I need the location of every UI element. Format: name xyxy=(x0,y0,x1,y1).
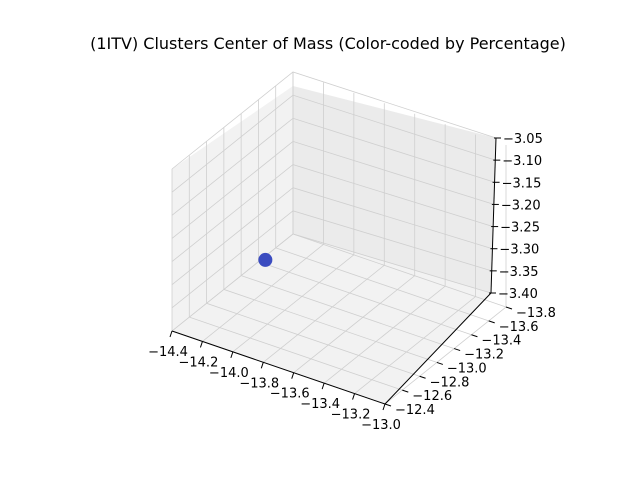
y-tick-mark xyxy=(402,389,409,393)
x-tick-label: −14.2 xyxy=(179,355,219,370)
y-tick-mark xyxy=(453,348,461,352)
y-grid-line xyxy=(240,113,455,349)
x-grid-line xyxy=(232,92,355,353)
x-tick-mark xyxy=(382,403,386,411)
pane-left xyxy=(172,86,293,331)
y-tick-mark xyxy=(436,361,444,365)
x-grid-line xyxy=(293,113,416,374)
pane-floor xyxy=(172,234,491,404)
z-tick-label: −3.30 xyxy=(499,243,539,258)
axes-3d: −14.4 −13.8 −3.40 −14.2 −13.6 −3.35 −14.0 −13.4… xyxy=(148,71,556,433)
y-grid-line xyxy=(223,127,437,363)
scatter-point xyxy=(258,252,273,267)
scatter-points xyxy=(258,252,273,267)
x-tick-mark xyxy=(291,372,295,379)
z-grid-line xyxy=(171,71,497,170)
z-tick-label: −3.15 xyxy=(502,176,542,191)
y-tick-label: −13.8 xyxy=(516,306,556,321)
x-tick-mark xyxy=(169,330,173,338)
x-grid-line xyxy=(323,124,446,384)
y-tick-label: −13.4 xyxy=(481,334,521,349)
z-tick-label: −3.25 xyxy=(500,221,540,236)
x-grid-line xyxy=(354,134,476,394)
x-tick-mark xyxy=(321,382,325,390)
y-tick-label: −13.0 xyxy=(447,361,487,376)
y-grid-line xyxy=(258,99,472,336)
x-tick-mark xyxy=(352,393,356,400)
y-grid-line xyxy=(275,85,489,322)
x-grid-line xyxy=(263,103,385,363)
z-grid-line xyxy=(171,187,493,286)
x-tick-mark xyxy=(260,362,264,369)
y-tick-mark xyxy=(488,320,495,324)
y-axis-line xyxy=(384,292,492,405)
y-tick-mark xyxy=(419,375,426,379)
y-tick-label: −12.8 xyxy=(430,375,470,390)
y-tick-mark xyxy=(505,306,513,310)
y-tick-mark xyxy=(471,334,478,338)
z-tick-label: −3.05 xyxy=(503,132,543,147)
z-grid-line xyxy=(171,117,495,216)
z-grid-line xyxy=(171,233,492,332)
x-tick-label: −13.6 xyxy=(270,387,310,402)
y-tick-label: −12.6 xyxy=(412,389,452,404)
z-tick-label: −3.20 xyxy=(501,198,541,213)
z-grid-line xyxy=(171,210,492,309)
x-tick-label: −13.0 xyxy=(361,418,401,433)
z-tick-label: −3.40 xyxy=(498,287,538,302)
y-tick-mark xyxy=(384,403,392,407)
z-grid-line xyxy=(171,164,494,262)
z-grid-line xyxy=(171,94,496,193)
x-tick-label: −13.2 xyxy=(331,408,371,423)
x-tick-label: −13.8 xyxy=(239,376,279,391)
x-tick-label: −14.0 xyxy=(209,366,249,381)
z-grid-line xyxy=(171,140,494,239)
y-grid-line xyxy=(188,155,403,391)
x-tick-label: −14.4 xyxy=(148,345,188,360)
tick-labels: −14.4 −13.8 −3.40 −14.2 −13.6 −3.35 −14.0 −13.4… xyxy=(148,132,556,433)
y-grid-line xyxy=(206,141,420,377)
y-tick-label: −13.2 xyxy=(464,348,504,363)
z-tick-label: −3.35 xyxy=(499,265,539,280)
x-tick-mark xyxy=(230,351,234,359)
x-tick-mark xyxy=(199,341,203,348)
z-axis-line xyxy=(490,137,497,294)
grid-lines xyxy=(171,71,507,405)
x-grid-line xyxy=(202,82,324,342)
z-tick-label: −3.10 xyxy=(502,154,542,169)
x-tick-label: −13.4 xyxy=(300,397,340,412)
axis-lines xyxy=(171,137,497,405)
y-tick-label: −13.6 xyxy=(499,320,539,335)
chart-title: (1ITV) Clusters Center of Mass (Color-co… xyxy=(90,34,566,53)
x-axis-line xyxy=(171,330,386,405)
y-tick-label: −12.4 xyxy=(395,403,435,418)
